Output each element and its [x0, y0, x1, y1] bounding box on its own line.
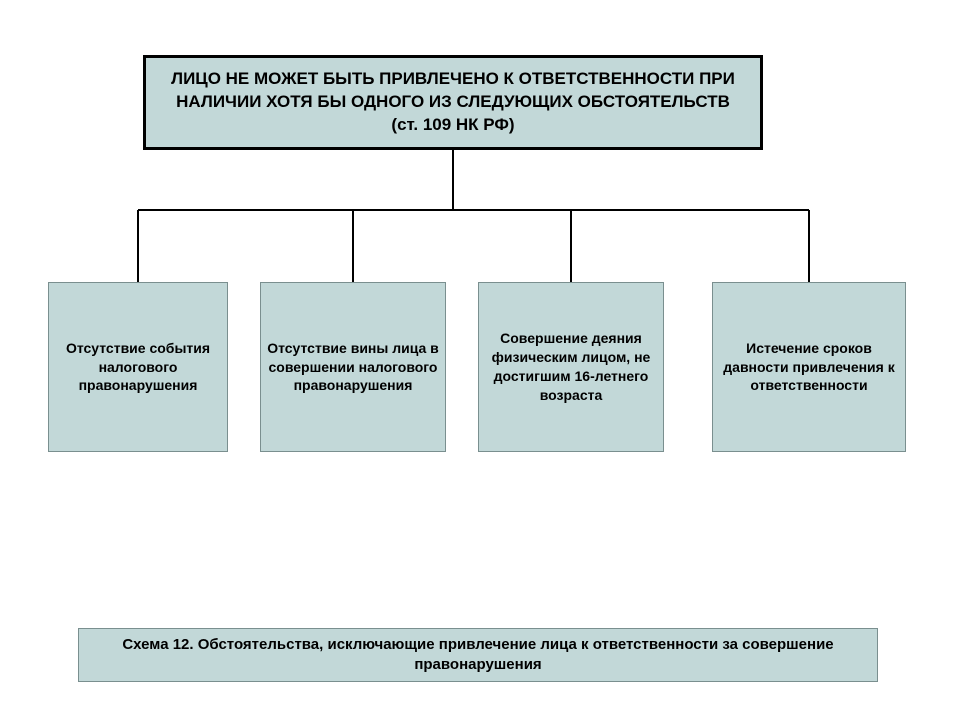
child-node-3-label: Совершение деяния физическим лицом, не д…: [485, 329, 657, 405]
child-node-4-label: Истечение сроков давности привлечения к …: [719, 339, 899, 396]
diagram-canvas: { "colors": { "background": "#ffffff", "…: [0, 0, 960, 720]
root-node-label: ЛИЦО НЕ МОЖЕТ БЫТЬ ПРИВЛЕЧЕНО К ОТВЕТСТВ…: [164, 68, 742, 137]
child-node-1-label: Отсутствие события налогового правонаруш…: [55, 339, 221, 396]
diagram-caption: Схема 12. Обстоятельства, исключающие пр…: [78, 628, 878, 682]
child-node-2: Отсутствие вины лица в совершении налого…: [260, 282, 446, 452]
root-node: ЛИЦО НЕ МОЖЕТ БЫТЬ ПРИВЛЕЧЕНО К ОТВЕТСТВ…: [143, 55, 763, 150]
child-node-1: Отсутствие события налогового правонаруш…: [48, 282, 228, 452]
diagram-caption-label: Схема 12. Обстоятельства, исключающие пр…: [91, 635, 865, 676]
child-node-2-label: Отсутствие вины лица в совершении налого…: [267, 339, 439, 396]
child-node-4: Истечение сроков давности привлечения к …: [712, 282, 906, 452]
child-node-3: Совершение деяния физическим лицом, не д…: [478, 282, 664, 452]
